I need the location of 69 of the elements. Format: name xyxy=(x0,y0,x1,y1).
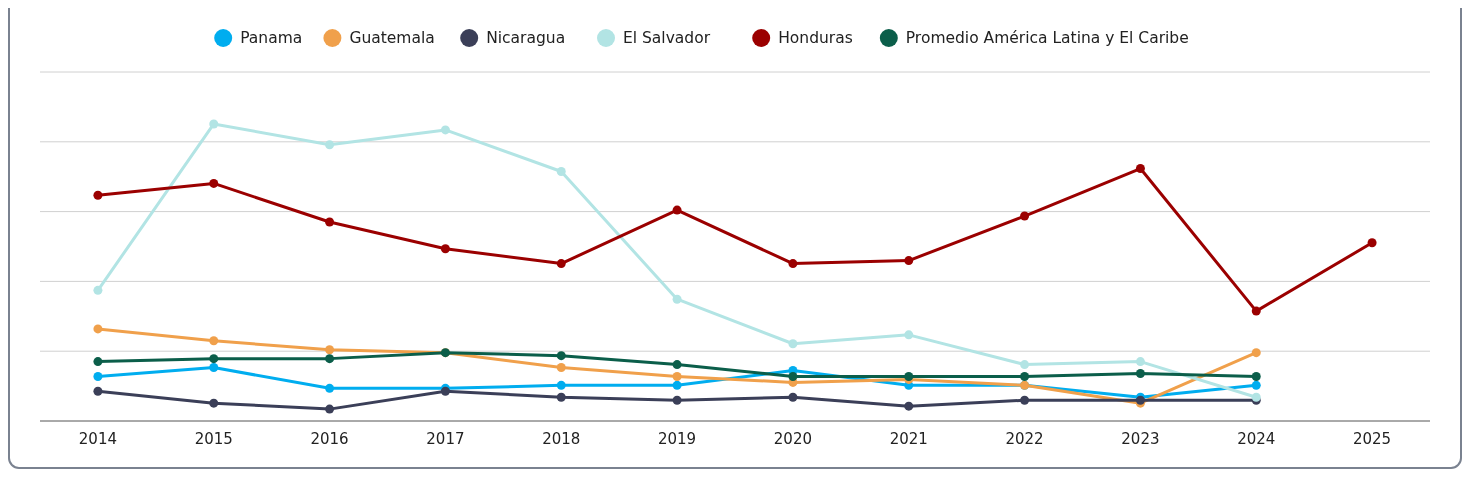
point xyxy=(93,371,103,381)
point xyxy=(93,190,103,200)
point xyxy=(440,125,450,135)
point xyxy=(672,360,682,370)
point xyxy=(556,167,566,176)
point xyxy=(325,140,335,150)
point xyxy=(672,395,682,405)
x-tick-label: 2018 xyxy=(542,430,581,448)
point xyxy=(325,383,335,393)
point xyxy=(1135,164,1145,174)
point xyxy=(672,294,682,304)
point xyxy=(1135,368,1145,378)
point xyxy=(1020,211,1030,221)
point xyxy=(1251,348,1261,358)
point xyxy=(788,259,798,269)
point xyxy=(788,339,798,349)
point xyxy=(1020,371,1030,381)
x-tick-label: 2014 xyxy=(78,430,118,448)
point xyxy=(556,259,566,269)
legend-label: Guatemala xyxy=(349,29,435,47)
point xyxy=(672,205,682,215)
point xyxy=(325,404,335,414)
point xyxy=(93,386,103,396)
point xyxy=(556,392,566,402)
point xyxy=(556,363,566,373)
x-tick-label: 2020 xyxy=(773,430,813,448)
point xyxy=(904,401,914,411)
legend-label: Nicaragua xyxy=(486,29,566,47)
x-tick-label: 2023 xyxy=(1121,430,1160,448)
point xyxy=(672,371,682,381)
point xyxy=(1135,357,1145,367)
point xyxy=(556,380,566,390)
legend-label: Panama xyxy=(240,29,303,47)
legend-label: El Salvador xyxy=(623,29,711,47)
legend-label: Promedio América Latina y El Caribe xyxy=(905,29,1189,47)
point xyxy=(788,392,798,402)
point xyxy=(556,351,566,361)
point xyxy=(325,217,335,227)
point xyxy=(209,363,219,373)
x-tick-label: 2022 xyxy=(1005,430,1044,448)
x-tick-label: 2015 xyxy=(194,430,233,448)
x-tick-label: 2021 xyxy=(889,430,928,448)
point xyxy=(1251,371,1261,381)
point xyxy=(1020,395,1030,405)
point xyxy=(672,380,682,390)
point xyxy=(209,119,219,129)
point xyxy=(209,336,219,346)
point xyxy=(440,244,450,254)
point xyxy=(209,398,219,408)
point xyxy=(1367,238,1377,248)
point xyxy=(93,357,103,367)
x-tick-label: 2017 xyxy=(426,430,465,448)
x-tick-label: 2024 xyxy=(1237,430,1276,448)
point xyxy=(93,285,103,295)
point xyxy=(209,354,219,364)
point xyxy=(788,371,798,381)
point xyxy=(325,345,335,355)
x-tick-label: 2016 xyxy=(310,430,349,448)
point xyxy=(904,330,914,340)
x-tick-label: 2025 xyxy=(1352,430,1392,448)
point xyxy=(1251,380,1261,390)
legend-label: Honduras xyxy=(778,29,853,47)
point xyxy=(1251,306,1261,316)
point xyxy=(904,256,914,266)
point xyxy=(1020,360,1030,370)
x-tick-label: 2019 xyxy=(657,430,697,448)
point xyxy=(93,324,103,334)
point xyxy=(209,178,219,188)
point xyxy=(325,354,335,364)
